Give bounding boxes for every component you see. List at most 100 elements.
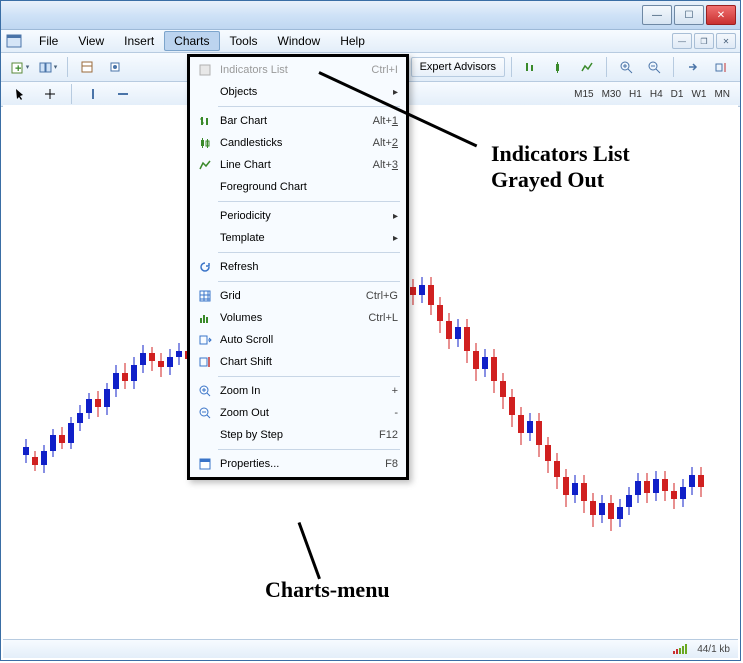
menu-separator: [218, 449, 400, 450]
menu-window[interactable]: Window: [268, 31, 331, 51]
menu-item-label: Indicators List: [216, 64, 371, 76]
menu-item-indicators-list: Indicators ListCtrl+I: [190, 59, 406, 81]
connection-bars-icon: [673, 644, 687, 654]
line-chart-icon: [194, 156, 216, 174]
maximize-button[interactable]: ☐: [674, 5, 704, 25]
timeframe-h1[interactable]: H1: [625, 87, 646, 102]
child-window-buttons: — ❐ ✕: [672, 33, 740, 49]
menu-item-label: Volumes: [216, 312, 368, 324]
menu-item-shortcut: Alt+1: [373, 115, 398, 127]
menu-insert[interactable]: Insert: [114, 31, 164, 51]
child-minimize-button[interactable]: —: [672, 33, 692, 49]
menu-item-label: Template: [216, 232, 389, 244]
menu-item-auto-scroll[interactable]: Auto Scroll: [190, 329, 406, 351]
market-watch-button[interactable]: [74, 55, 100, 79]
autoscroll-tb-button[interactable]: [680, 55, 706, 79]
menu-item-line-chart[interactable]: Line ChartAlt+3: [190, 154, 406, 176]
menubar: FileViewInsertChartsToolsWindowHelp — ❐ …: [1, 30, 740, 53]
menu-item-step-by-step[interactable]: Step by StepF12: [190, 424, 406, 446]
annotation-charts-menu: Charts-menu: [265, 577, 390, 603]
blank: [194, 83, 216, 101]
menu-charts[interactable]: Charts: [164, 31, 219, 51]
autoscroll-icon: [194, 331, 216, 349]
refresh-icon: [194, 258, 216, 276]
menu-item-label: Zoom Out: [216, 407, 394, 419]
menu-item-grid[interactable]: GridCtrl+G: [190, 285, 406, 307]
crosshair-button[interactable]: [37, 82, 63, 106]
zoom-out-button[interactable]: [641, 55, 667, 79]
menu-item-label: Line Chart: [216, 159, 373, 171]
menu-item-bar-chart[interactable]: Bar ChartAlt+1: [190, 110, 406, 132]
svg-text:+: +: [15, 63, 21, 74]
app-icon: [5, 32, 23, 50]
menu-item-template[interactable]: Template: [190, 227, 406, 249]
menu-item-refresh[interactable]: Refresh: [190, 256, 406, 278]
timeframe-m15[interactable]: M15: [570, 87, 597, 102]
menu-item-properties[interactable]: Properties...F8: [190, 453, 406, 475]
menu-item-shortcut: Alt+2: [373, 137, 398, 149]
hline-button[interactable]: [110, 82, 136, 106]
chartshift-tb-button[interactable]: [708, 55, 734, 79]
vline-button[interactable]: [80, 82, 106, 106]
menu-item-label: Zoom In: [216, 385, 392, 397]
child-restore-button[interactable]: ❐: [694, 33, 714, 49]
timeframe-w1[interactable]: W1: [687, 87, 710, 102]
candle-tb-button[interactable]: [546, 55, 572, 79]
close-button[interactable]: ✕: [706, 5, 736, 25]
menu-tools[interactable]: Tools: [220, 31, 268, 51]
menu-item-candlesticks[interactable]: CandlesticksAlt+2: [190, 132, 406, 154]
volumes-icon: [194, 309, 216, 327]
child-close-button[interactable]: ✕: [716, 33, 736, 49]
menu-item-shortcut: Ctrl+G: [366, 290, 398, 302]
timeframe-h4[interactable]: H4: [646, 87, 667, 102]
indicators-icon: [194, 61, 216, 79]
menu-file[interactable]: File: [29, 31, 68, 51]
menu-item-zoom-out[interactable]: Zoom Out-: [190, 402, 406, 424]
menu-separator: [218, 106, 400, 107]
expert-advisors-button[interactable]: Expert Advisors: [411, 57, 505, 77]
menu-item-chart-shift[interactable]: Chart Shift: [190, 351, 406, 373]
new-chart-button[interactable]: +: [7, 55, 33, 79]
timeframe-m30[interactable]: M30: [598, 87, 625, 102]
expert-advisors-label: Expert Advisors: [420, 61, 496, 73]
grid-icon: [194, 287, 216, 305]
menu-item-shortcut: Ctrl+I: [371, 64, 398, 76]
menu-separator: [218, 376, 400, 377]
menu-item-zoom-in[interactable]: Zoom In+: [190, 380, 406, 402]
menu-item-label: Foreground Chart: [216, 181, 398, 193]
menu-separator: [218, 252, 400, 253]
menu-item-shortcut: -: [394, 407, 398, 419]
menu-help[interactable]: Help: [330, 31, 375, 51]
bar-chart-tb-button[interactable]: [518, 55, 544, 79]
menu-item-label: Chart Shift: [216, 356, 398, 368]
menu-item-shortcut: F12: [379, 429, 398, 441]
timeframe-mn[interactable]: MN: [710, 87, 734, 102]
menu-item-shortcut: Ctrl+L: [368, 312, 398, 324]
menu-view[interactable]: View: [68, 31, 114, 51]
cursor-button[interactable]: [7, 82, 33, 106]
chartshift-icon: [194, 353, 216, 371]
menu-item-label: Bar Chart: [216, 115, 373, 127]
blank: [194, 178, 216, 196]
menu-item-foreground-chart[interactable]: Foreground Chart: [190, 176, 406, 198]
navigator-button[interactable]: [102, 55, 128, 79]
profiles-button[interactable]: [35, 55, 61, 79]
line-tb-button[interactable]: [574, 55, 600, 79]
menu-item-periodicity[interactable]: Periodicity: [190, 205, 406, 227]
menu-item-volumes[interactable]: VolumesCtrl+L: [190, 307, 406, 329]
blank: [194, 207, 216, 225]
statusbar: 44/1 kb: [3, 639, 738, 658]
menu-item-label: Step by Step: [216, 429, 379, 441]
zoom-in-icon: [194, 382, 216, 400]
app-window: — ☐ ✕ FileViewInsertChartsToolsWindowHel…: [0, 0, 741, 661]
bar-chart-icon: [194, 112, 216, 130]
minimize-button[interactable]: —: [642, 5, 672, 25]
zoom-in-button[interactable]: [613, 55, 639, 79]
menu-separator: [218, 201, 400, 202]
status-rate: 44/1 kb: [697, 644, 730, 655]
menu-item-shortcut: F8: [385, 458, 398, 470]
annotation-indicators: Indicators List Grayed Out: [491, 141, 630, 193]
timeframe-d1[interactable]: D1: [667, 87, 688, 102]
menu-item-shortcut: Alt+3: [373, 159, 398, 171]
charts-dropdown-menu: Indicators ListCtrl+IObjectsBar ChartAlt…: [187, 54, 409, 480]
